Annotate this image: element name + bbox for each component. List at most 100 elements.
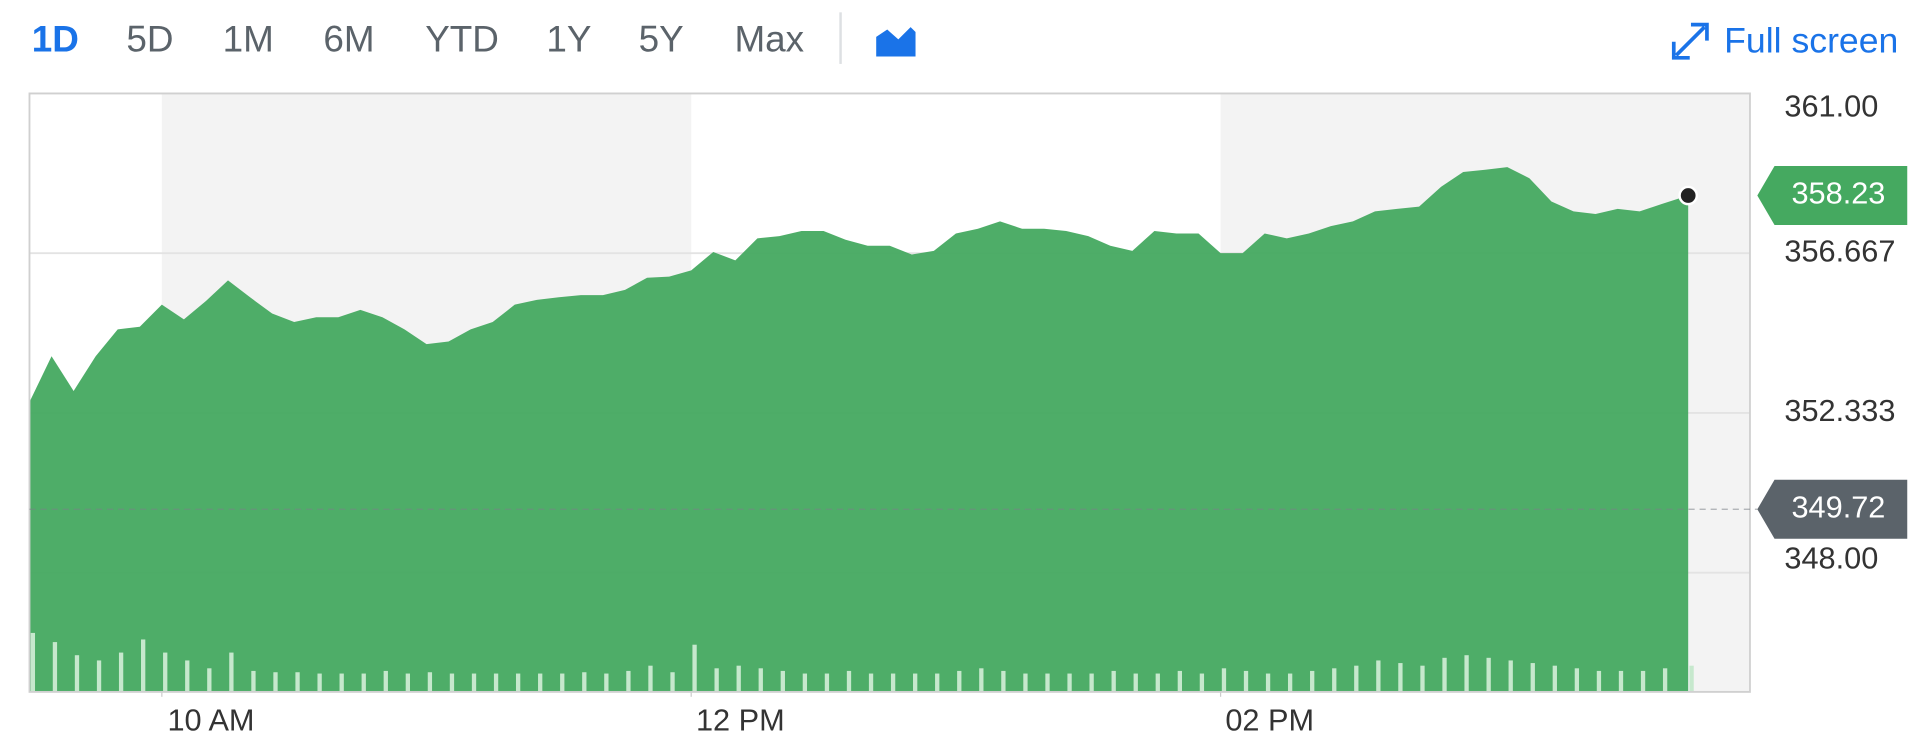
volume-bar — [670, 672, 675, 692]
volume-bar — [1067, 673, 1072, 692]
volume-bar — [1089, 673, 1094, 692]
volume-bar — [604, 673, 609, 692]
range-tab[interactable]: 6M — [323, 19, 374, 60]
plot-border — [28, 92, 1751, 693]
range-tab[interactable]: 1Y — [546, 19, 591, 60]
current-price-dot — [1678, 185, 1699, 206]
range-tab[interactable]: 1M — [223, 19, 274, 60]
volume-bar — [846, 670, 852, 692]
volume-bar — [74, 655, 80, 692]
volume-bar — [758, 668, 763, 692]
volume-bar — [1640, 670, 1646, 692]
volume-bar — [736, 665, 741, 692]
volume-bar — [913, 673, 918, 692]
volume-bar — [96, 660, 102, 692]
range-tab[interactable]: 5D — [126, 19, 173, 60]
y-tick-label: 352.333 — [1784, 393, 1895, 428]
range-tab[interactable]: 5Y — [639, 19, 684, 60]
volume-bar — [449, 673, 455, 692]
previous-close-tag — [1757, 479, 1908, 539]
volume-bar — [207, 668, 212, 692]
volume-bar — [1199, 673, 1205, 692]
current-price-label: 358.23 — [1791, 176, 1885, 211]
volume-bar — [1221, 668, 1227, 692]
price-area — [29, 167, 1689, 692]
volume-bar — [714, 668, 719, 692]
volume-bar — [383, 670, 388, 692]
volume-bar — [1023, 673, 1028, 692]
volume-bar — [1486, 657, 1491, 692]
volume-bar — [935, 673, 940, 692]
volume-bar — [824, 673, 830, 692]
volume-bar — [1574, 668, 1580, 692]
y-tick-label: 356.667 — [1784, 233, 1895, 268]
volume-bar — [1376, 660, 1381, 692]
volume-bar — [538, 673, 543, 692]
volume-bar — [141, 639, 146, 692]
y-tick-label: 361.00 — [1784, 88, 1878, 123]
volume-bar — [890, 673, 896, 692]
volume-bar — [317, 673, 322, 692]
volume-bar — [1420, 665, 1425, 692]
volume-bar — [1155, 673, 1160, 692]
volume-bar — [251, 670, 256, 692]
volume-bar — [427, 672, 433, 692]
volume-bar — [273, 672, 278, 692]
volume-bar — [1596, 670, 1602, 692]
volume-bar — [979, 668, 984, 692]
full-screen-button[interactable]: Full screen — [1724, 20, 1898, 60]
volume-bar — [1243, 670, 1249, 692]
range-tab[interactable]: Max — [734, 19, 804, 60]
volume-bar — [339, 673, 344, 692]
volume-bar — [1689, 665, 1694, 692]
x-tick-label: 02 PM — [1225, 703, 1314, 738]
volume-bar — [1442, 657, 1447, 692]
volume-bar — [1354, 665, 1359, 692]
chart-type-icon[interactable] — [876, 27, 916, 57]
volume-bar — [1332, 668, 1337, 692]
volume-bar — [1398, 663, 1403, 692]
current-price-tag — [1757, 166, 1908, 226]
volume-bar — [582, 672, 587, 692]
volume-bar — [802, 673, 808, 692]
volume-bar — [868, 673, 874, 692]
volume-bar — [515, 673, 521, 692]
range-tab[interactable]: 1D — [32, 19, 79, 60]
volume-bar — [1310, 670, 1315, 692]
volume-bar — [1618, 670, 1624, 692]
volume-bar — [493, 673, 499, 692]
volume-bar — [1552, 665, 1557, 692]
volume-bar — [229, 652, 234, 692]
volume-bar — [1111, 670, 1116, 692]
volume-bar — [52, 642, 58, 692]
volume-bar — [1287, 673, 1293, 692]
volume-bar — [1662, 668, 1668, 692]
volume-bar — [560, 673, 565, 692]
volume-bar — [1133, 673, 1138, 692]
full-screen-icon[interactable] — [1671, 22, 1709, 60]
x-tick-label: 10 AM — [167, 703, 254, 738]
volume-bar — [163, 652, 168, 692]
x-tick-label: 12 PM — [696, 703, 785, 738]
volume-bar — [648, 665, 653, 692]
volume-bar — [1508, 660, 1513, 692]
volume-bar — [780, 670, 785, 692]
volume-bar — [1265, 673, 1271, 692]
volume-bar — [692, 644, 697, 692]
volume-bar — [1464, 655, 1469, 692]
plot — [28, 92, 1751, 697]
volume-bar — [185, 660, 190, 692]
range-tab[interactable]: YTD — [425, 19, 499, 60]
volume-bar — [626, 670, 631, 692]
volume-bar — [295, 672, 300, 692]
volume-bar — [361, 673, 366, 692]
volume-bar — [1045, 673, 1050, 692]
volume-bar — [471, 673, 477, 692]
volume-bar — [1530, 663, 1535, 692]
volume-bar — [118, 652, 124, 692]
volume-bar — [405, 673, 410, 692]
previous-close-label: 349.72 — [1791, 489, 1885, 524]
y-tick-label: 348.00 — [1784, 541, 1878, 576]
volume-bar — [30, 632, 36, 692]
